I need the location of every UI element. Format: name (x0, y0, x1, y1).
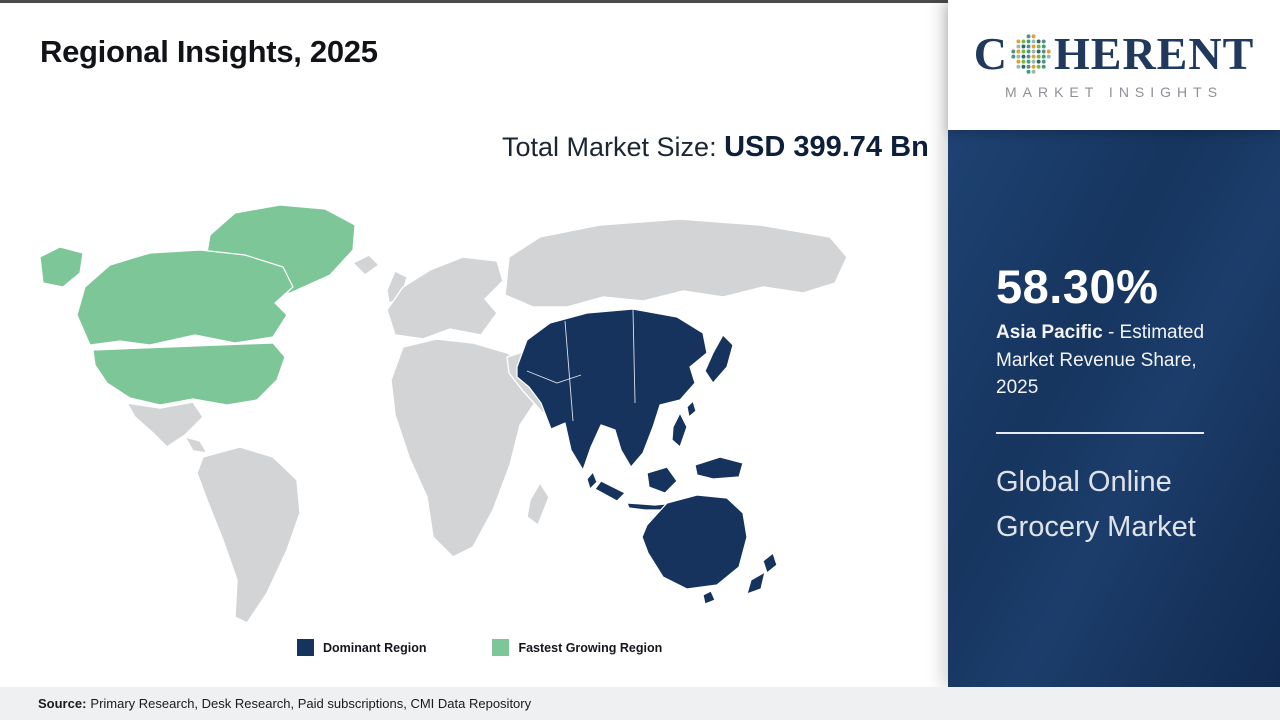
page-title: Regional Insights, 2025 (40, 34, 378, 69)
map-region-russia (504, 218, 848, 308)
map-region-usa (92, 342, 286, 406)
source-text: Primary Research, Desk Research, Paid su… (90, 696, 532, 711)
market-name: Global Online Grocery Market (996, 465, 1196, 543)
market-share-value: 58.30% (996, 260, 1159, 313)
map-country-borders (526, 308, 636, 422)
map-region-asia-pacific-mainland (516, 308, 708, 471)
stats-panel: 58.30% Asia Pacific - Estimated Market R… (948, 130, 1280, 687)
map-region-japan (704, 334, 734, 384)
total-market-size-value: USD 399.74 Bn (724, 131, 929, 163)
legend-label-fastest-growing: Fastest Growing Region (518, 640, 663, 655)
source-label: Source: (38, 696, 87, 711)
total-market-size: Total Market Size: USD 399.74 Bn (502, 126, 942, 168)
share-region-name: Asia Pacific (996, 322, 1103, 344)
market-share-description: Asia Pacific - Estimated Market Revenue … (996, 319, 1231, 402)
map-region-canada (76, 249, 294, 346)
map-region-europe (386, 256, 504, 340)
dominant-region-swatch-icon (297, 639, 314, 656)
map-region-alaska (39, 246, 84, 288)
map-region-australia (641, 494, 748, 590)
map-region-borneo (646, 466, 678, 494)
map-region-new-guinea (694, 456, 744, 480)
top-edge-divider (0, 0, 1280, 3)
map-region-madagascar (526, 482, 550, 526)
globe-dots-icon (1011, 33, 1051, 74)
map-region-central-america (184, 436, 208, 454)
logo-letters-rest: HERENT (1053, 27, 1255, 79)
map-region-south-america (196, 446, 301, 624)
legend-label-dominant: Dominant Region (323, 640, 427, 655)
world-map (39, 204, 848, 624)
map-region-philippines (671, 412, 688, 448)
share-description-text: - Estimated Market Revenue Share, 2025 (996, 322, 1205, 399)
source-bar: Source: Primary Research, Desk Research,… (0, 687, 1280, 720)
logo-tagline: MARKET INSIGHTS (1004, 83, 1224, 100)
map-region-new-zealand-south (746, 571, 766, 595)
map-region-sri-lanka (586, 471, 598, 490)
map-region-mexico (126, 401, 204, 448)
right-column: C HERENT MARKET INSIGHTS 58.30% Asia Pac… (948, 0, 1280, 687)
map-region-tasmania (702, 590, 716, 605)
map-region-sumatra (594, 480, 626, 502)
logo-wordmark: C HERENT (973, 27, 1255, 79)
map-region-new-zealand-north (762, 552, 778, 574)
fastest-growing-region-swatch-icon (492, 639, 510, 656)
map-region-africa (390, 338, 541, 558)
map-legend: Dominant Region Fastest Growing Region (297, 639, 662, 656)
company-logo: C HERENT MARKET INSIGHTS (948, 0, 1280, 130)
legend-item-fastest-growing: Fastest Growing Region (492, 639, 662, 656)
total-market-size-label: Total Market Size: (502, 132, 725, 162)
map-region-taiwan (686, 400, 697, 418)
legend-item-dominant: Dominant Region (297, 639, 426, 656)
panel-divider (996, 431, 1204, 434)
map-region-iceland (352, 254, 380, 276)
logo-letter-c: C (973, 27, 1008, 79)
